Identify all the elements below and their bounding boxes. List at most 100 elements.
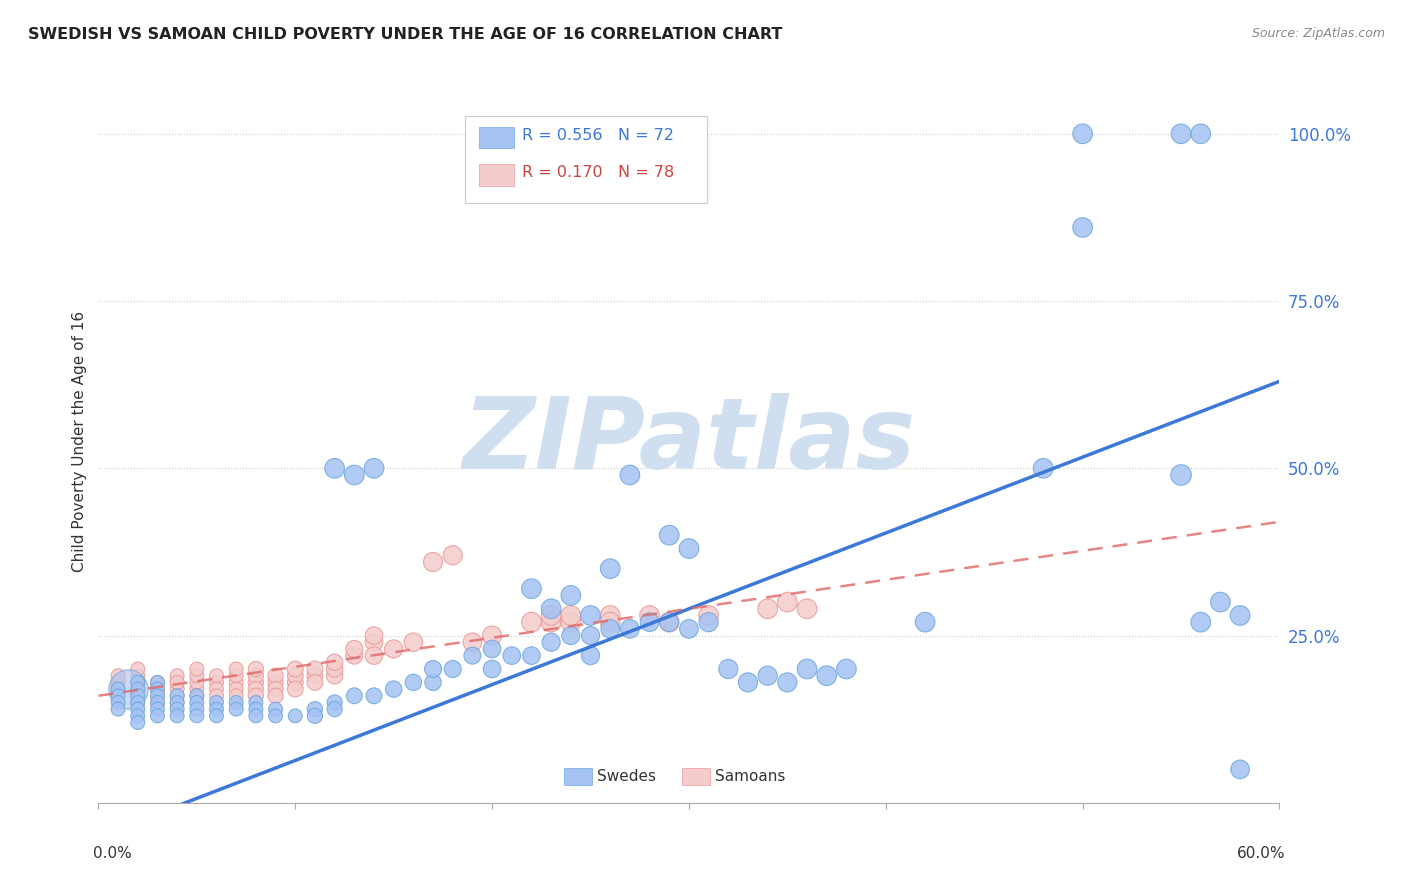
Point [402,675,425,690]
FancyBboxPatch shape [464,117,707,203]
Point [658,615,681,630]
Point [697,615,720,630]
Point [796,662,818,676]
Point [146,689,169,703]
Point [264,675,287,690]
Text: SWEDISH VS SAMOAN CHILD POVERTY UNDER THE AGE OF 16 CORRELATION CHART: SWEDISH VS SAMOAN CHILD POVERTY UNDER TH… [28,27,783,42]
Point [678,541,700,556]
Point [166,708,188,723]
Point [146,696,169,710]
Point [225,689,247,703]
Point [579,648,602,663]
Point [186,689,208,703]
Point [225,681,247,696]
Point [205,708,228,723]
Point [284,675,307,690]
Point [815,669,838,683]
Point [205,696,228,710]
Point [1071,220,1094,235]
Point [166,702,188,716]
Point [461,648,484,663]
Point [1170,467,1192,482]
Point [501,648,523,663]
Point [166,689,188,703]
Point [146,681,169,696]
Point [422,675,444,690]
Point [107,681,129,696]
Point [323,655,346,669]
Point [422,662,444,676]
Point [520,615,543,630]
Point [264,689,287,703]
Point [166,689,188,703]
Point [146,689,169,703]
Point [560,608,582,623]
Point [205,681,228,696]
Point [225,675,247,690]
Point [481,642,503,657]
Point [382,642,405,657]
Point [225,702,247,716]
Point [619,622,641,636]
Point [264,708,287,723]
Point [599,608,621,623]
Point [638,615,661,630]
Text: 60.0%: 60.0% [1237,847,1285,861]
Point [756,669,779,683]
Point [186,669,208,683]
Point [776,675,799,690]
Point [638,608,661,623]
Point [658,528,681,542]
Point [560,589,582,603]
Point [402,635,425,649]
Point [323,696,346,710]
Point [225,696,247,710]
Point [1209,595,1232,609]
Point [127,669,149,683]
Point [166,675,188,690]
Point [540,615,562,630]
Point [737,675,759,690]
Point [697,608,720,623]
Point [461,635,484,649]
Point [363,628,385,642]
Point [127,675,149,690]
Point [264,669,287,683]
Point [579,608,602,623]
Point [205,675,228,690]
Point [304,702,326,716]
Point [382,681,405,696]
Point [225,669,247,683]
Point [363,461,385,475]
Point [146,702,169,716]
Point [422,555,444,569]
FancyBboxPatch shape [682,768,710,786]
Point [619,467,641,482]
Point [1032,461,1054,475]
Point [186,696,208,710]
Point [127,702,149,716]
Point [343,642,366,657]
Point [441,548,464,563]
FancyBboxPatch shape [564,768,592,786]
Point [1229,762,1251,776]
Point [245,669,267,683]
Point [540,602,562,616]
FancyBboxPatch shape [478,164,515,186]
Point [186,681,208,696]
Y-axis label: Child Poverty Under the Age of 16: Child Poverty Under the Age of 16 [72,311,87,572]
Point [205,702,228,716]
Point [304,708,326,723]
Point [520,582,543,596]
Point [127,689,149,703]
Point [127,715,149,730]
Point [245,681,267,696]
Point [599,615,621,630]
Point [304,662,326,676]
Point [245,662,267,676]
Point [107,681,129,696]
Text: R = 0.556   N = 72: R = 0.556 N = 72 [523,128,675,143]
Point [107,689,129,703]
Point [107,675,129,690]
Point [127,681,149,696]
